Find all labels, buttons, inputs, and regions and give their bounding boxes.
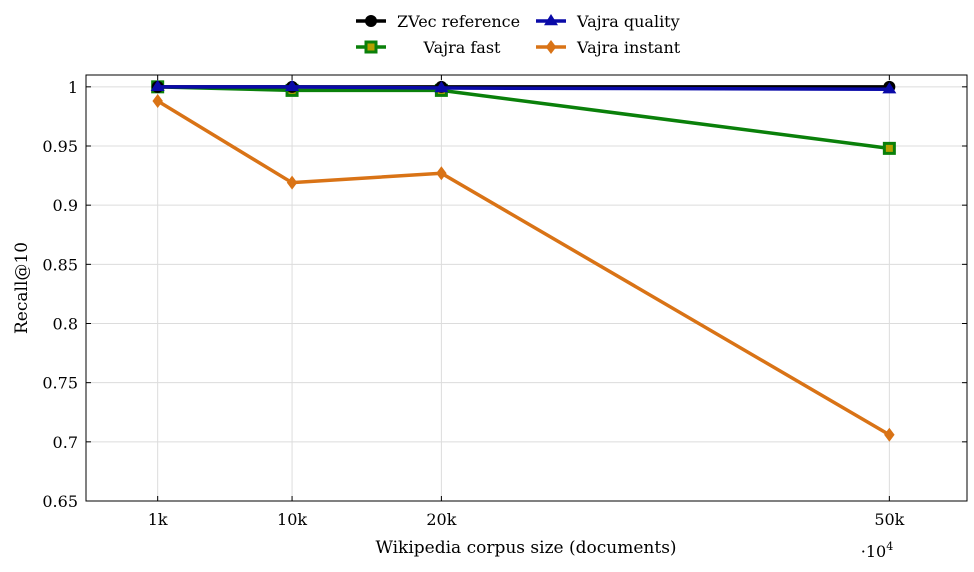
y-tick-label: 0.65: [42, 492, 78, 511]
legend-marker: [365, 15, 377, 27]
series-line: [157, 85, 890, 151]
legend-item: Vajra instant: [536, 38, 681, 57]
x-scale-multiplier: ·104: [861, 540, 893, 561]
y-tick-label: 0.85: [42, 255, 78, 274]
plot-frame: [85, 74, 968, 502]
y-tick-label: 1: [68, 78, 78, 97]
x-tick-label: 10k: [277, 510, 307, 529]
series-vajra-quality: [150, 79, 897, 94]
legend-marker: [545, 40, 557, 54]
legend-marker: [364, 40, 378, 54]
axis-ticks: 1k 10k 20k 50k 0.65 0.7 0.75 0.8 0.85 0.9 0.95 1: [42, 75, 967, 529]
data-point-marker: [884, 427, 895, 442]
legend: ZVec reference Vajra quality Vajra fast Vaj…: [356, 12, 681, 57]
legend-label: Vajra quality: [576, 12, 680, 31]
y-tick-label: 0.7: [53, 433, 78, 452]
x-tick-label: 20k: [426, 510, 456, 529]
data-point-marker: [286, 175, 298, 190]
y-tick-label: 0.75: [42, 374, 78, 393]
data-point-marker: [285, 79, 300, 92]
x-tick-label: 1k: [148, 510, 168, 529]
series-line: [156, 99, 891, 437]
data-point-marker: [882, 141, 896, 155]
legend-item: ZVec reference: [356, 12, 520, 31]
x-axis-label: Wikipedia corpus size (documents): [375, 538, 676, 558]
y-tick-label: 0.8: [53, 315, 78, 334]
series-vajra-fast: [151, 80, 896, 155]
legend-label: Vajra fast: [423, 38, 502, 57]
data-point-marker: [150, 79, 165, 92]
legend-marker: [544, 14, 558, 26]
data-point-marker: [434, 81, 449, 93]
data-point-marker: [436, 166, 447, 181]
series-line: [157, 85, 890, 91]
x-tick-label: 50k: [874, 510, 904, 529]
data-point-marker: [882, 82, 897, 94]
y-axis-label: Recall@10: [12, 242, 32, 334]
series-vajra-instant: [152, 94, 895, 442]
legend-label: ZVec reference: [397, 12, 520, 31]
x-scale-base: ·10: [861, 542, 886, 561]
series-lines: [150, 79, 897, 442]
x-scale-exponent: 4: [886, 540, 893, 553]
data-point-marker: [152, 94, 163, 109]
y-tick-label: 0.95: [42, 137, 78, 156]
legend-item: Vajra fast: [356, 38, 501, 57]
y-tick-label: 0.9: [53, 196, 78, 215]
legend-item: Vajra quality: [536, 12, 680, 31]
legend-label: Vajra instant: [576, 38, 681, 57]
